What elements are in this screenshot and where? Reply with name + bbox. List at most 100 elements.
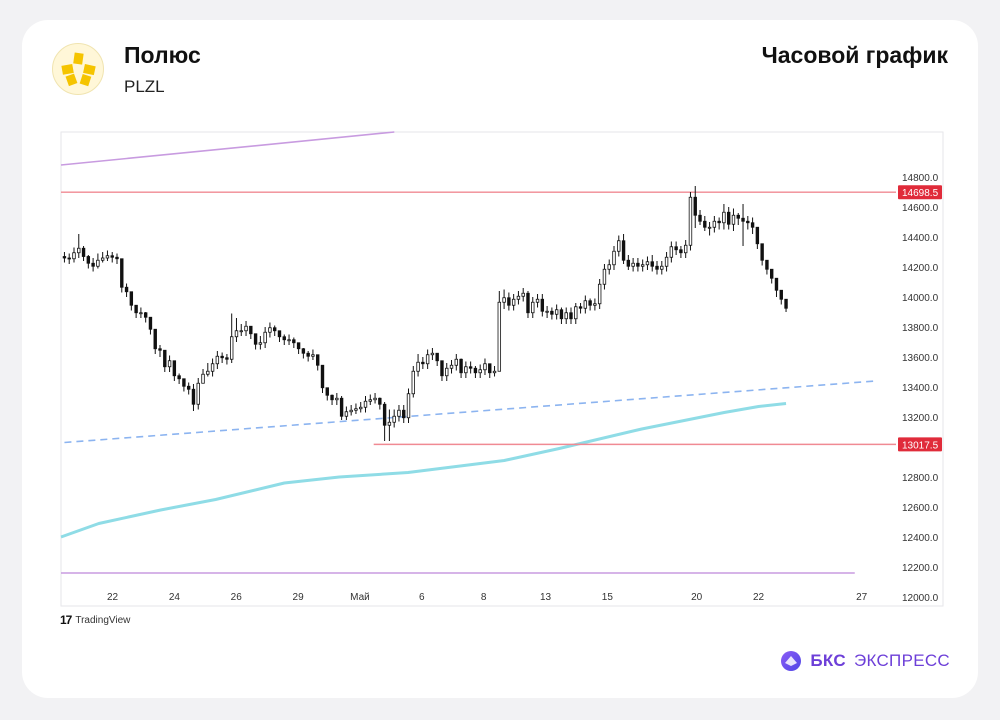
candle-body <box>196 382 200 405</box>
y-tick-label: 12000.0 <box>902 593 939 604</box>
candle-body <box>354 408 358 411</box>
candle-body <box>139 312 143 315</box>
y-tick-label: 13600.0 <box>902 353 939 364</box>
y-tick-label: 13400.0 <box>902 383 939 394</box>
candle-body <box>120 258 124 288</box>
candle-body <box>296 342 301 350</box>
candle-body <box>483 363 487 371</box>
candle-body <box>153 328 157 350</box>
candle-body <box>105 255 110 259</box>
level-label: 14698.5 <box>902 188 939 199</box>
candle-body <box>550 310 554 315</box>
candle-body <box>344 411 349 417</box>
candle-body <box>468 366 473 369</box>
candle-body <box>316 354 320 366</box>
candle-body <box>349 409 353 413</box>
tradingview-label: TradingView <box>75 614 131 626</box>
candle-body <box>378 397 382 405</box>
candle-body <box>382 403 387 426</box>
candle-body <box>507 297 511 306</box>
candle-body <box>311 354 315 357</box>
candle-body <box>688 196 693 246</box>
x-tick-label: 27 <box>856 592 868 603</box>
candle-body <box>402 409 406 419</box>
candle-body <box>134 304 138 314</box>
candle-body <box>301 348 306 354</box>
candle-body <box>411 370 415 395</box>
candle-body <box>253 333 258 345</box>
candle-body <box>774 277 779 291</box>
candle-body <box>77 247 81 254</box>
candle-body <box>325 387 329 396</box>
candle-body <box>172 360 177 377</box>
candle-body <box>72 252 76 260</box>
candle-body <box>368 399 372 402</box>
candle-body <box>115 256 119 260</box>
candle-body <box>225 357 229 360</box>
candle-body <box>712 220 717 228</box>
y-tick-label: 14200.0 <box>902 263 939 274</box>
x-tick-label: 6 <box>419 592 425 603</box>
candle-body <box>210 363 215 372</box>
candle-body <box>124 286 129 293</box>
candle-body <box>86 256 91 264</box>
candle-body <box>277 330 282 338</box>
candle-body <box>244 325 248 332</box>
candle-body <box>540 298 545 312</box>
candle-body <box>81 247 86 257</box>
candle-body <box>363 400 368 408</box>
candle-body <box>392 415 396 423</box>
candle-body <box>430 352 435 356</box>
bks-brand: БКС ЭКСПРЕСС <box>780 650 950 672</box>
candle-body <box>143 312 148 318</box>
x-tick-label: 15 <box>602 592 614 603</box>
candle-body <box>736 214 740 219</box>
y-tick-label: 13800.0 <box>902 323 939 334</box>
candle-body <box>488 363 492 374</box>
candle-body <box>478 369 482 374</box>
candle-body <box>239 330 243 333</box>
x-tick-label: 29 <box>293 592 305 603</box>
tradingview-attribution[interactable]: 17 TradingView <box>60 613 130 627</box>
candle-body <box>698 214 702 222</box>
candle-body <box>640 264 645 267</box>
candle-body <box>770 268 774 279</box>
candle-body <box>425 354 430 365</box>
candle-body <box>268 327 272 333</box>
candle-body <box>421 361 425 365</box>
candle-body <box>597 283 602 305</box>
candle-body <box>664 256 669 267</box>
candle-body <box>526 292 530 314</box>
candle-body <box>516 295 521 300</box>
candle-body <box>722 211 726 224</box>
candle-body <box>440 360 444 377</box>
candle-body <box>91 262 95 267</box>
candle-body <box>449 364 454 369</box>
polyus-logo-icon <box>52 43 104 95</box>
candle-body <box>779 289 783 300</box>
candle-body <box>273 327 277 332</box>
candle-body <box>707 226 712 229</box>
candle-body <box>564 312 568 320</box>
candle-body <box>726 211 731 225</box>
candle-body <box>626 259 631 267</box>
candle-body <box>693 196 697 216</box>
y-tick-label: 12400.0 <box>902 533 939 544</box>
candle-body <box>473 367 478 374</box>
candle-body <box>339 397 344 417</box>
candle-body <box>621 240 626 261</box>
level-label-box <box>898 437 942 452</box>
y-tick-label: 12800.0 <box>902 473 939 484</box>
candle-body <box>574 306 578 320</box>
bks-logo-icon <box>781 651 802 671</box>
company-name: Полюс <box>124 42 201 68</box>
trend-line <box>64 380 876 444</box>
candle-body <box>359 406 363 410</box>
candle-body <box>330 394 334 401</box>
candle-body <box>679 249 683 254</box>
brand-express: ЭКСПРЕСС <box>853 651 950 670</box>
candle-body <box>287 339 291 342</box>
candle-body <box>617 240 621 252</box>
x-tick-label: 20 <box>691 592 703 603</box>
candle-body <box>258 342 263 345</box>
